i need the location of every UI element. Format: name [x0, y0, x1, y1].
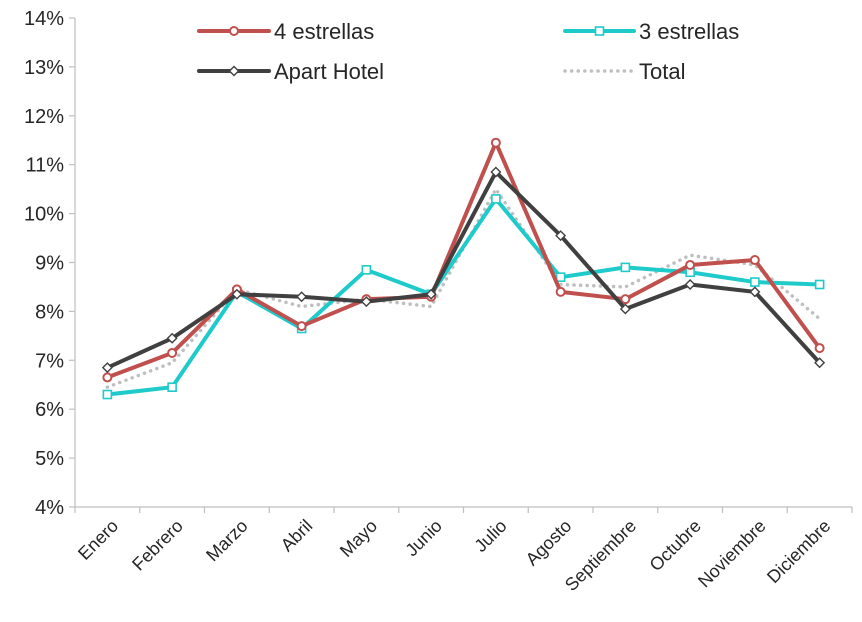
- data-point-apart-hotel: [555, 230, 567, 242]
- x-tick-label: Agosto: [522, 516, 576, 570]
- data-point-apart-hotel: [684, 279, 696, 290]
- legend-label-total: Total: [639, 59, 685, 84]
- data-point-3-estrellas: [750, 277, 760, 287]
- data-point-apart-hotel: [619, 303, 631, 315]
- y-tick-label: 9%: [35, 253, 64, 275]
- x-tick-label: Julio: [470, 516, 510, 556]
- data-point-4-estrellas: [490, 137, 501, 148]
- data-point-apart-hotel: [749, 286, 761, 298]
- x-tick-label: Octubre: [646, 516, 705, 575]
- data-point-apart-hotel: [814, 357, 826, 369]
- data-point-3-estrellas: [361, 265, 372, 275]
- data-point-3-estrellas: [102, 389, 113, 400]
- data-point-4-estrellas: [749, 255, 760, 266]
- y-tick-label: 6%: [35, 399, 64, 421]
- series-line-apart-hotel: [105, 170, 822, 370]
- x-tick-label: Enero: [74, 516, 122, 564]
- y-tick-label: 11%: [25, 155, 64, 177]
- y-tick-label: 8%: [35, 301, 64, 323]
- data-point-apart-hotel: [166, 332, 178, 344]
- data-point-4-estrellas: [620, 294, 631, 305]
- data-point-apart-hotel: [101, 362, 113, 374]
- legend-item-4-estrellas: 4 estrellas: [197, 19, 374, 44]
- x-tick-label: Marzo: [202, 516, 252, 566]
- data-point-4-estrellas: [167, 347, 178, 358]
- y-tick-label: 14%: [24, 8, 64, 30]
- data-point-3-estrellas: [491, 194, 501, 204]
- legend-item-total: Total: [563, 59, 685, 84]
- series-layer: [101, 137, 826, 400]
- data-point-3-estrellas: [555, 272, 566, 282]
- y-tick-label: 10%: [24, 204, 64, 226]
- data-point-4-estrellas: [814, 343, 825, 354]
- data-point-apart-hotel: [231, 288, 243, 300]
- x-tick-label: Abril: [277, 516, 317, 556]
- data-point-3-estrellas: [814, 279, 825, 290]
- series-line-4-estrellas: [105, 140, 822, 380]
- data-point-3-estrellas: [620, 262, 631, 273]
- data-point-4-estrellas: [102, 372, 113, 383]
- legend-label-3-estrellas: 3 estrellas: [639, 19, 739, 44]
- y-axis-ticks: 4% 5% 6% 7% 8% 9% 10% 11% 12% 13% 14%: [24, 8, 75, 519]
- data-point-3-estrellas: [167, 382, 177, 392]
- series-line-3-estrellas: [105, 196, 822, 397]
- data-point-apart-hotel: [425, 288, 437, 300]
- data-point-apart-hotel: [360, 296, 372, 308]
- x-tick-label: Junio: [401, 516, 446, 561]
- x-tick-label: Diciembre: [763, 516, 834, 587]
- data-point-apart-hotel: [490, 166, 502, 178]
- series-apart-hotel: [101, 166, 826, 374]
- legend: 4 estrellas 3 estrellas Apart Hotel Total: [197, 19, 739, 84]
- legend-marker-4-estrellas: [229, 26, 239, 36]
- legend-label-4-estrellas: 4 estrellas: [274, 19, 374, 44]
- y-tick-label: 13%: [24, 57, 64, 79]
- x-axis-ticks: Enero Febrero Marzo Abril Mayo Junio Julio Agos…: [74, 507, 853, 595]
- legend-item-apart-hotel: Apart Hotel: [197, 59, 384, 84]
- data-point-4-estrellas: [555, 286, 566, 297]
- x-tick-label: Febrero: [128, 516, 187, 575]
- data-point-apart-hotel: [296, 291, 308, 303]
- y-tick-label: 12%: [24, 106, 64, 128]
- series-3-estrellas: [102, 194, 825, 400]
- x-tick-label: Noviembre: [694, 516, 770, 592]
- legend-item-3-estrellas: 3 estrellas: [563, 19, 739, 44]
- data-point-4-estrellas: [296, 321, 307, 332]
- data-point-4-estrellas: [685, 259, 696, 270]
- legend-label-apart-hotel: Apart Hotel: [274, 59, 384, 84]
- legend-marker-3-estrellas: [594, 26, 605, 36]
- legend-marker-apart-hotel: [228, 65, 240, 77]
- y-tick-label: 7%: [35, 350, 64, 372]
- x-tick-label: Mayo: [336, 516, 381, 561]
- series-4-estrellas: [102, 137, 825, 383]
- y-tick-label: 4%: [35, 497, 64, 519]
- y-tick-label: 5%: [35, 448, 64, 470]
